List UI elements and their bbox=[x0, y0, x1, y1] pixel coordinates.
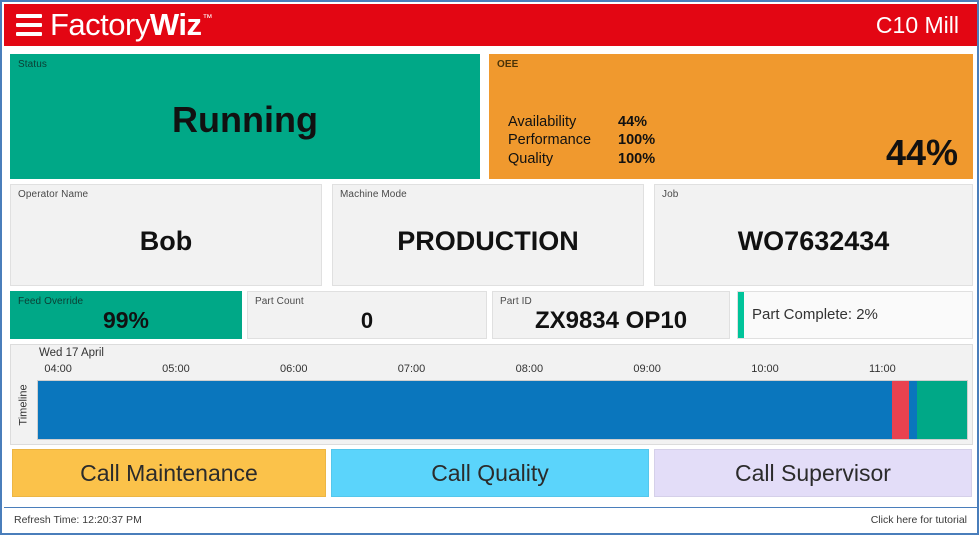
machine-mode-label: Machine Mode bbox=[340, 189, 407, 200]
oee-availability-label: Availability bbox=[508, 113, 577, 130]
timeline-tick-0700: 07:00 bbox=[397, 363, 426, 375]
part-count-value: 0 bbox=[360, 308, 374, 333]
hamburger-menu-icon[interactable] bbox=[16, 14, 42, 36]
status-value: Running bbox=[172, 99, 318, 140]
part-id-tile[interactable]: Part ID ZX9834 OP10 bbox=[492, 291, 730, 339]
tutorial-link[interactable]: Click here for tutorial bbox=[870, 513, 967, 526]
part-count-label: Part Count bbox=[255, 296, 304, 307]
timeline-tick-1100: 11:00 bbox=[869, 363, 896, 375]
timeline-tick-0500: 05:00 bbox=[162, 363, 190, 375]
status-label: Status bbox=[18, 59, 47, 70]
trademark-icon: ™ bbox=[202, 13, 212, 24]
oee-label: OEE bbox=[497, 59, 519, 70]
hamburger-bar bbox=[16, 14, 42, 18]
timeline-tick-0900: 09:00 bbox=[633, 363, 661, 375]
part-count-tile[interactable]: Part Count 0 bbox=[247, 291, 487, 339]
part-complete-progress-bar bbox=[738, 292, 744, 338]
operator-name-tile[interactable]: Operator Name Bob bbox=[10, 184, 322, 286]
oee-metric-row: Performance 100% bbox=[508, 131, 655, 149]
logo-text-bold: Wiz bbox=[149, 7, 202, 42]
status-bar: Refresh Time: 12:20:37 PM Click here for… bbox=[4, 507, 977, 531]
timeline-tick-0600: 06:00 bbox=[279, 363, 308, 375]
call-quality-button[interactable]: Call Quality bbox=[331, 449, 649, 497]
machine-mode-value: PRODUCTION bbox=[397, 226, 579, 256]
job-label: Job bbox=[662, 189, 679, 200]
timeline-segment-alarm-red[interactable] bbox=[891, 381, 910, 439]
timeline-tick-0400: 04:00 bbox=[44, 363, 72, 375]
oee-quality-label: Quality bbox=[508, 150, 554, 167]
call-maintenance-button[interactable]: Call Maintenance bbox=[12, 449, 326, 497]
refresh-time-label: Refresh Time: 12:20:37 PM bbox=[14, 513, 142, 526]
oee-metric-row: Availability 44% bbox=[508, 113, 655, 131]
machine-mode-tile[interactable]: Machine Mode PRODUCTION bbox=[332, 184, 644, 286]
feed-override-value: 99% bbox=[102, 307, 150, 333]
status-tile[interactable]: Status Running bbox=[10, 54, 480, 179]
app-header: Factory Wiz ™ C10 Mill bbox=[4, 4, 977, 46]
timeline-tick-0800: 08:00 bbox=[515, 363, 544, 375]
oee-tile[interactable]: OEE Availability 44% Performance 100% Qu… bbox=[489, 54, 973, 179]
operator-name-value: Bob bbox=[139, 226, 193, 256]
feed-override-label: Feed Override bbox=[18, 296, 84, 307]
oee-quality-value: 100% bbox=[618, 150, 656, 167]
timeline-axis-label: Timeline bbox=[11, 369, 37, 441]
machine-name-title: C10 Mill bbox=[875, 11, 959, 38]
timeline-tile[interactable]: Timeline Wed 17 April 04:00 05:00 06:00 07:… bbox=[10, 344, 973, 445]
timeline-tick-1000: 10:00 bbox=[751, 363, 779, 375]
oee-metric-row: Quality 100% bbox=[508, 150, 655, 168]
app-logo[interactable]: Factory Wiz ™ bbox=[50, 7, 212, 43]
job-value: WO7632434 bbox=[737, 226, 890, 256]
logo-text-light: Factory bbox=[50, 7, 150, 42]
oee-performance-value: 100% bbox=[618, 132, 656, 149]
timeline-segment-idle-blue[interactable] bbox=[909, 381, 917, 439]
operator-name-label: Operator Name bbox=[18, 189, 89, 200]
hamburger-bar bbox=[16, 32, 42, 36]
oee-total-value: 44% bbox=[885, 132, 958, 173]
timeline-date-label: Wed 17 April bbox=[39, 347, 104, 359]
oee-metrics-list: Availability 44% Performance 100% Qualit… bbox=[508, 113, 655, 168]
hamburger-bar bbox=[16, 23, 42, 27]
timeline-segment-idle-blue[interactable] bbox=[38, 381, 892, 439]
oee-availability-value: 44% bbox=[618, 113, 648, 130]
call-supervisor-button[interactable]: Call Supervisor bbox=[654, 449, 972, 497]
part-complete-tile[interactable]: Part Complete: 2% bbox=[737, 291, 973, 339]
oee-performance-label: Performance bbox=[508, 132, 592, 149]
part-complete-text: Part Complete: 2% bbox=[752, 306, 878, 323]
timeline-axis-label-text: Timeline bbox=[18, 384, 31, 426]
part-id-label: Part ID bbox=[500, 296, 532, 307]
part-id-value: ZX9834 OP10 bbox=[534, 307, 688, 334]
timeline-tick-labels: 04:00 05:00 06:00 07:00 08:00 09:00 10:00 11:00 bbox=[37, 363, 972, 379]
feed-override-tile[interactable]: Feed Override 99% bbox=[10, 291, 242, 339]
timeline-segment-running-green[interactable] bbox=[916, 381, 967, 439]
timeline-state-chart[interactable] bbox=[37, 380, 968, 440]
job-tile[interactable]: Job WO7632434 bbox=[654, 184, 973, 286]
